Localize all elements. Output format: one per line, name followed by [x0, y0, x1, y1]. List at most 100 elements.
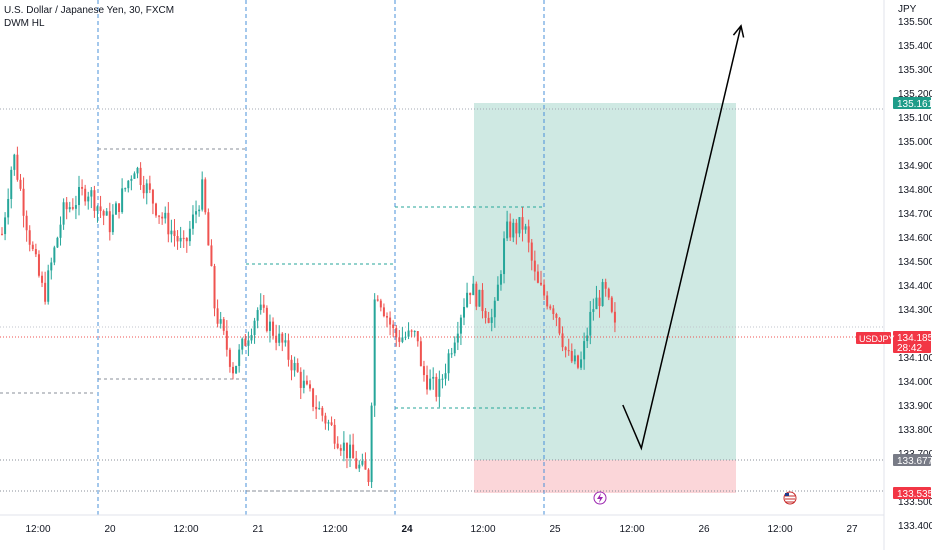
candle-body — [515, 222, 518, 234]
candle-body — [302, 380, 305, 388]
indicator-label[interactable]: DWM HL — [4, 18, 45, 29]
candle-body — [71, 207, 74, 209]
chart-title[interactable]: U.S. Dollar / Japanese Yen, 30, FXCM — [4, 5, 175, 16]
candle-body — [561, 333, 564, 348]
candle-body — [124, 188, 127, 190]
candle-body — [228, 349, 231, 367]
candles — [1, 146, 616, 488]
candle-body — [161, 216, 164, 219]
candle-body — [583, 341, 586, 360]
loss-zone — [474, 460, 736, 493]
candle-body — [201, 179, 204, 210]
candle-body — [358, 464, 361, 469]
time-tick-label: 12:00 — [619, 524, 644, 535]
lightning-icon-glyph — [597, 493, 603, 503]
candle-body — [478, 289, 481, 307]
candle-body — [540, 282, 542, 285]
time-axis[interactable]: 12:00 20 12:00 21 12:00 24 12:00 25 12:00 26 12:00… — [25, 524, 858, 535]
candle-body — [16, 154, 19, 180]
candle-body — [118, 203, 121, 213]
candle-body — [401, 337, 404, 342]
candle-body — [410, 330, 413, 332]
target-price-tag-text: 135.161 — [897, 99, 932, 110]
candle-body — [469, 292, 472, 296]
candle-body — [318, 407, 321, 410]
candle-body — [543, 284, 546, 296]
candle-body — [207, 212, 210, 246]
target-price-tag: 135.161 — [893, 97, 932, 110]
candle-body — [426, 375, 429, 390]
candle-body — [284, 340, 287, 343]
time-tick-label: 12:00 — [767, 524, 792, 535]
candle-body — [450, 353, 453, 355]
projection-arrowhead — [732, 24, 745, 38]
candle-body — [114, 203, 117, 215]
price-axis[interactable]: JPY 135.500 135.400 135.300 135.200 135.100 13… — [898, 4, 932, 532]
current-price-tag-text: 28:42 — [897, 343, 922, 354]
projection-arrow — [622, 24, 745, 451]
candle-body — [145, 183, 148, 194]
candle-body — [130, 178, 133, 181]
candle-body — [367, 469, 370, 483]
candle-body — [170, 230, 173, 235]
candle-body — [549, 306, 552, 309]
candle-body — [364, 460, 367, 470]
candle-body — [28, 230, 31, 245]
candle-body — [44, 282, 47, 302]
candle-body — [25, 215, 28, 231]
candle-body — [512, 222, 515, 238]
candle-body — [198, 209, 201, 212]
candle-body — [81, 186, 84, 189]
candle-body — [379, 300, 382, 308]
candle-body — [148, 183, 151, 190]
candle-body — [278, 333, 281, 343]
candle-body — [262, 304, 265, 308]
candle-body — [536, 271, 539, 283]
candle-body — [105, 211, 108, 216]
candle-body — [586, 335, 589, 342]
candle-body — [74, 205, 77, 209]
candle-body — [281, 333, 284, 343]
candle-body — [435, 376, 438, 397]
candle-body — [222, 319, 225, 331]
candle-body — [546, 295, 549, 307]
candle-body — [293, 362, 296, 371]
symbol-tag-text: USDJPY — [859, 334, 895, 344]
candle-body — [361, 460, 364, 465]
candle-body — [496, 284, 499, 301]
chart-header: U.S. Dollar / Japanese Yen, 30, FXCM DWM… — [4, 4, 174, 30]
time-tick-label: 21 — [252, 524, 264, 535]
candle-body — [429, 378, 432, 390]
candle-body — [102, 210, 105, 216]
candle-body — [78, 186, 80, 206]
candle-body — [521, 217, 524, 230]
candle-body — [62, 202, 65, 225]
candle-body — [219, 319, 222, 324]
candle-body — [533, 260, 536, 272]
candle-body — [312, 388, 315, 407]
time-tick-label: 12:00 — [25, 524, 50, 535]
candle-body — [22, 188, 25, 216]
candle-body — [256, 310, 259, 321]
candle-body — [404, 336, 407, 338]
price-tick-label: 135.500 — [898, 17, 932, 28]
candle-body — [392, 324, 395, 328]
candle-body — [53, 247, 56, 263]
candle-body — [216, 308, 219, 324]
candle-body — [499, 274, 502, 285]
candle-body — [453, 342, 456, 354]
candle-body — [158, 215, 161, 217]
low-price-tag-text: 133.535 — [897, 489, 932, 500]
current-price-tag-text: 134.185 — [897, 333, 932, 344]
candle-body — [290, 359, 293, 371]
candle-body — [225, 330, 228, 350]
price-tick-label: 135.000 — [898, 137, 932, 148]
price-tick-label: 135.200 — [898, 89, 932, 100]
candle-body — [185, 238, 188, 242]
price-tick-label: 133.400 — [898, 521, 932, 532]
price-tick-label: 134.500 — [898, 257, 932, 268]
stop-price-tag-text: 133.677 — [897, 456, 932, 467]
candle-body — [204, 179, 207, 213]
candle-body — [613, 311, 616, 323]
